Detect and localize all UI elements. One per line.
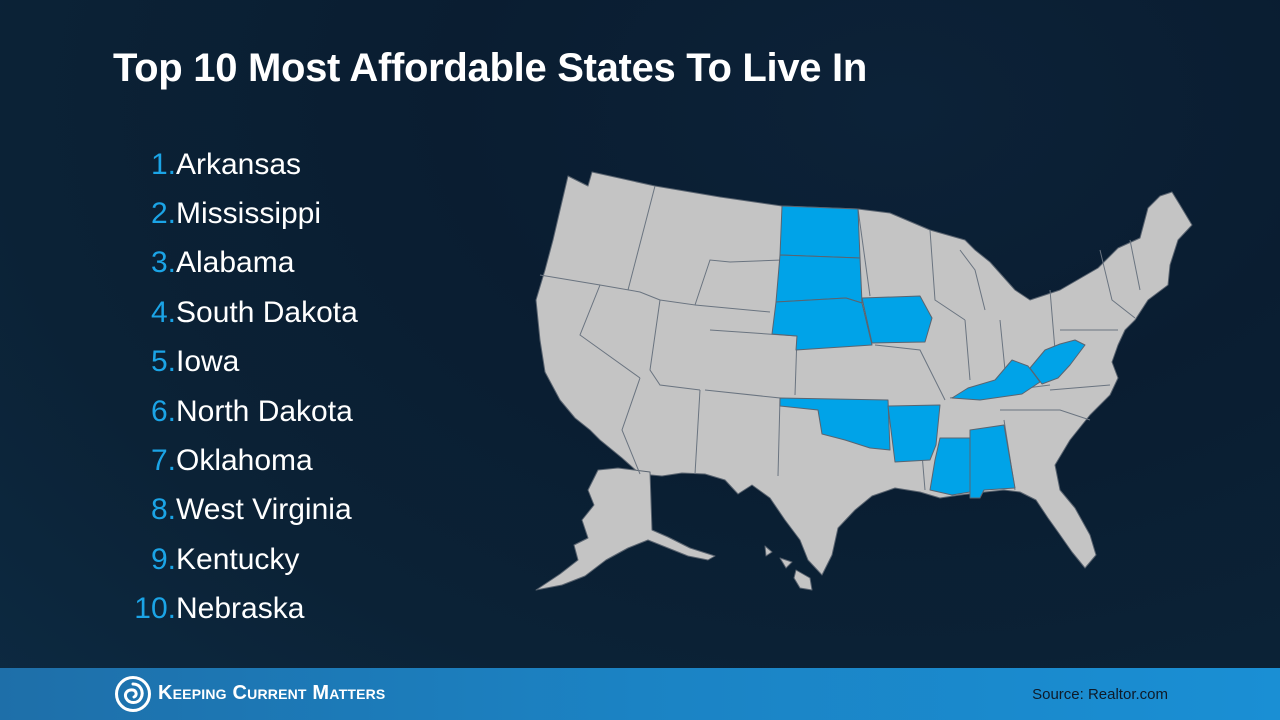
highlighted-states: [771, 205, 1086, 499]
state-name: Kentucky: [176, 542, 300, 576]
list-item: 9. Kentucky: [110, 535, 430, 584]
alabama-shape: [969, 424, 1016, 499]
state-name: West Virginia: [176, 493, 352, 527]
list-item: 2. Mississippi: [110, 189, 430, 238]
state-name: Nebraska: [176, 592, 305, 626]
list-number: 6.: [150, 394, 176, 428]
list-number: 10.: [134, 592, 176, 626]
state-name: North Dakota: [176, 394, 353, 428]
state-name: Oklahoma: [176, 444, 313, 478]
brand-name: Keeping Current Matters: [158, 682, 386, 704]
map-base: [535, 171, 1193, 591]
contiguous-us-shape: [535, 171, 1193, 576]
north-dakota-shape: [779, 205, 861, 259]
source-citation: Source: Realtor.com: [1032, 686, 1168, 703]
list-item: 10. Nebraska: [110, 585, 430, 634]
iowa-shape: [861, 295, 933, 344]
list-number: 8.: [150, 493, 176, 527]
list-item: 8. West Virginia: [110, 486, 430, 535]
state-borders: [539, 185, 1141, 491]
slide-title: Top 10 Most Affordable States To Live In: [113, 46, 867, 90]
kentucky-shape: [951, 359, 1041, 401]
state-name: Alabama: [176, 246, 295, 280]
footer-bar: Keeping Current Matters Source: Realtor.…: [0, 668, 1280, 720]
arkansas-shape: [887, 404, 941, 463]
list-item: 6. North Dakota: [110, 387, 430, 436]
list-item: 7. Oklahoma: [110, 436, 430, 485]
list-number: 5.: [150, 345, 176, 379]
list-number: 7.: [150, 444, 176, 478]
list-item: 4. South Dakota: [110, 288, 430, 337]
list-number: 2.: [150, 197, 176, 231]
list-number: 3.: [150, 246, 176, 280]
affordable-states-list: 1. Arkansas 2. Mississippi 3. Alabama 4. Sou…: [110, 140, 430, 634]
list-number: 4.: [150, 295, 176, 329]
list-item: 1. Arkansas: [110, 140, 430, 189]
alaska-shape: [535, 467, 716, 591]
south-dakota-shape: [775, 254, 863, 304]
us-map: [535, 171, 1193, 591]
oklahoma-shape: [779, 397, 891, 451]
list-number: 9.: [150, 542, 176, 576]
list-item: 3. Alabama: [110, 239, 430, 288]
state-name: Iowa: [176, 345, 240, 379]
state-name: Mississippi: [176, 197, 322, 231]
state-name: South Dakota: [176, 295, 358, 329]
state-name: Arkansas: [176, 147, 302, 181]
west-virginia-shape: [1029, 339, 1086, 385]
kcm-swirl-logo-icon: [115, 676, 151, 712]
nebraska-shape: [771, 297, 873, 351]
list-number: 1.: [150, 147, 176, 181]
hawaii-shape: [764, 545, 813, 591]
list-item: 5. Iowa: [110, 338, 430, 387]
